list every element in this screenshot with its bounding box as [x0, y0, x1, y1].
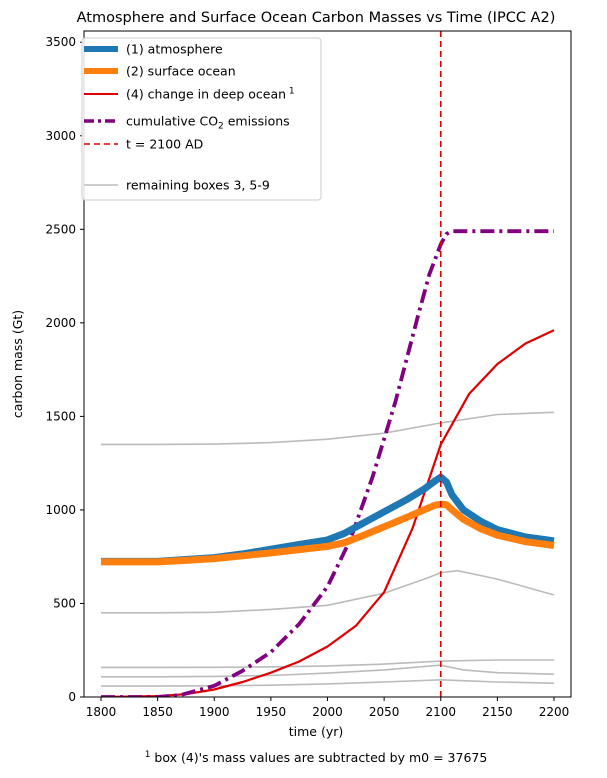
x-tick-label: 1800 [86, 705, 117, 719]
y-tick-label: 1000 [45, 503, 76, 517]
y-tick-label: 2000 [45, 316, 76, 330]
y-axis-label: carbon mass (Gt) [10, 310, 25, 418]
x-tick-label: 2200 [539, 705, 570, 719]
x-axis-label: time (yr) [289, 724, 344, 739]
legend-box [81, 37, 322, 201]
x-tick-label: 1850 [142, 705, 173, 719]
chart-title: Atmosphere and Surface Ocean Carbon Mass… [77, 10, 556, 26]
x-tick-label: 1900 [199, 705, 230, 719]
series-line-4-change-in-deep-ocean [100, 329, 555, 697]
legend-label: remaining boxes 3, 5-9 [126, 178, 270, 193]
series-line-remaining-box-4 [101, 664, 555, 678]
legend-label: cumulative CO2 emissions [126, 114, 290, 132]
legend-label: (1) atmosphere [126, 42, 223, 57]
x-axis: 1800 1850 1900 1950 2000 2050 2100 2150 2200 [86, 697, 570, 719]
legend: (1) atmosphere (2) surface ocean (4) chang… [81, 37, 322, 201]
x-tick-label: 2100 [425, 705, 456, 719]
y-tick-label: 1500 [45, 409, 76, 423]
footnote-text: 1 box (4)'s mass values are subtracted b… [145, 750, 488, 765]
x-tick-label: 1950 [256, 705, 287, 719]
series-line-2-surface-ocean [101, 500, 555, 566]
legend-label: (4) change in deep ocean 1 [126, 87, 295, 102]
y-tick-label: 0 [68, 690, 76, 704]
y-tick-label: 3500 [45, 35, 76, 49]
x-tick-label: 2150 [482, 705, 513, 719]
series-line-remaining-box-2 [101, 569, 555, 614]
series-line-remaining-box-3 [101, 659, 554, 669]
series-line-remaining-box-1 [101, 411, 555, 446]
y-tick-label: 500 [53, 596, 76, 610]
series-line-remaining-box-5 [101, 678, 555, 687]
y-tick-label: 2500 [45, 222, 76, 236]
series-group [100, 229, 555, 697]
footnote: 1 box (4)'s mass values are subtracted b… [145, 750, 488, 765]
x-tick-label: 2050 [369, 705, 400, 719]
y-tick-label: 3000 [45, 129, 76, 143]
series-line-cumulative-co2-emissions [101, 229, 554, 697]
legend-label: (2) surface ocean [126, 64, 236, 79]
legend-label: t = 2100 AD [126, 137, 203, 152]
x-tick-label: 2000 [312, 705, 343, 719]
y-axis: 0 500 1000 1500 2000 2500 3000 3500 [45, 35, 84, 704]
